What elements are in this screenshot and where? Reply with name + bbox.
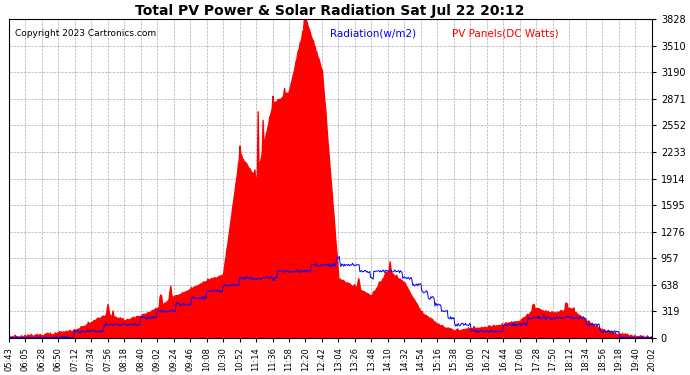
Text: PV Panels(DC Watts): PV Panels(DC Watts) bbox=[453, 29, 559, 39]
Title: Total PV Power & Solar Radiation Sat Jul 22 20:12: Total PV Power & Solar Radiation Sat Jul… bbox=[135, 4, 525, 18]
Text: Copyright 2023 Cartronics.com: Copyright 2023 Cartronics.com bbox=[15, 29, 156, 38]
Text: Radiation(w/m2): Radiation(w/m2) bbox=[331, 29, 416, 39]
